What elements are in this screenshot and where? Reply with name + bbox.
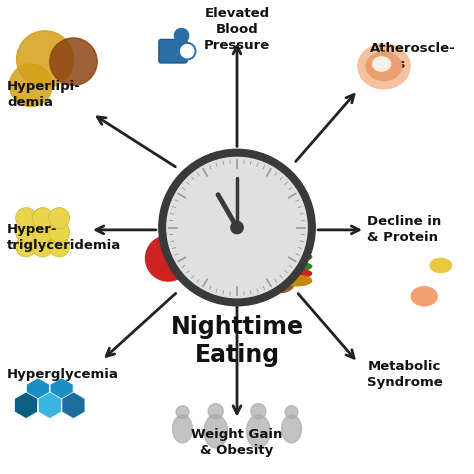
Ellipse shape [373,57,391,71]
Circle shape [204,245,219,260]
FancyBboxPatch shape [159,39,187,63]
Text: Hyperglycemia: Hyperglycemia [7,368,119,381]
Circle shape [246,237,289,280]
Ellipse shape [281,262,311,271]
Circle shape [17,31,73,88]
Circle shape [259,250,276,267]
Circle shape [165,233,176,244]
Circle shape [241,257,247,264]
Circle shape [49,236,70,257]
Circle shape [208,404,223,419]
Circle shape [49,208,70,228]
Circle shape [176,406,189,419]
Circle shape [199,235,214,250]
Circle shape [16,236,36,257]
Ellipse shape [358,44,410,89]
Ellipse shape [411,287,437,306]
Text: Atheroscle-
rosis: Atheroscle- rosis [370,42,456,72]
Circle shape [251,404,266,419]
Circle shape [32,236,53,257]
Circle shape [285,406,298,419]
Ellipse shape [281,240,311,255]
Ellipse shape [190,281,209,292]
Circle shape [229,262,236,269]
Circle shape [199,255,214,271]
Circle shape [159,149,315,306]
Circle shape [16,222,36,243]
Text: Metabolic
Syndrome: Metabolic Syndrome [367,360,443,389]
Circle shape [9,64,52,107]
Circle shape [193,245,209,260]
Circle shape [50,38,97,85]
Ellipse shape [281,253,311,261]
Circle shape [181,45,194,58]
Wedge shape [217,268,262,294]
Text: Elevated
Blood
Pressure: Elevated Blood Pressure [204,7,270,52]
Circle shape [146,236,191,281]
Circle shape [231,221,243,234]
Ellipse shape [430,258,451,273]
Circle shape [209,235,224,250]
Ellipse shape [232,284,251,294]
Ellipse shape [204,415,228,448]
Circle shape [49,222,70,243]
Circle shape [174,28,189,43]
Circle shape [32,208,53,228]
Circle shape [167,157,307,298]
Circle shape [246,269,252,276]
Text: Nighttime
Eating: Nighttime Eating [171,315,303,367]
Ellipse shape [282,415,301,443]
Ellipse shape [211,286,230,297]
Circle shape [16,208,36,228]
Ellipse shape [281,269,311,278]
Circle shape [209,255,224,271]
Ellipse shape [246,415,270,448]
Text: Weight Gain
& Obesity: Weight Gain & Obesity [191,428,283,457]
Ellipse shape [254,286,273,297]
Ellipse shape [173,415,192,443]
Circle shape [179,43,196,60]
Ellipse shape [281,275,311,286]
Ellipse shape [275,281,293,292]
Text: Decline in
& Protein: Decline in & Protein [367,215,442,245]
Text: Hyper-
triglyceridemia: Hyper- triglyceridemia [7,222,121,252]
Ellipse shape [366,52,401,81]
Circle shape [32,222,53,243]
Text: Hyperlipi-
demia: Hyperlipi- demia [7,80,81,109]
